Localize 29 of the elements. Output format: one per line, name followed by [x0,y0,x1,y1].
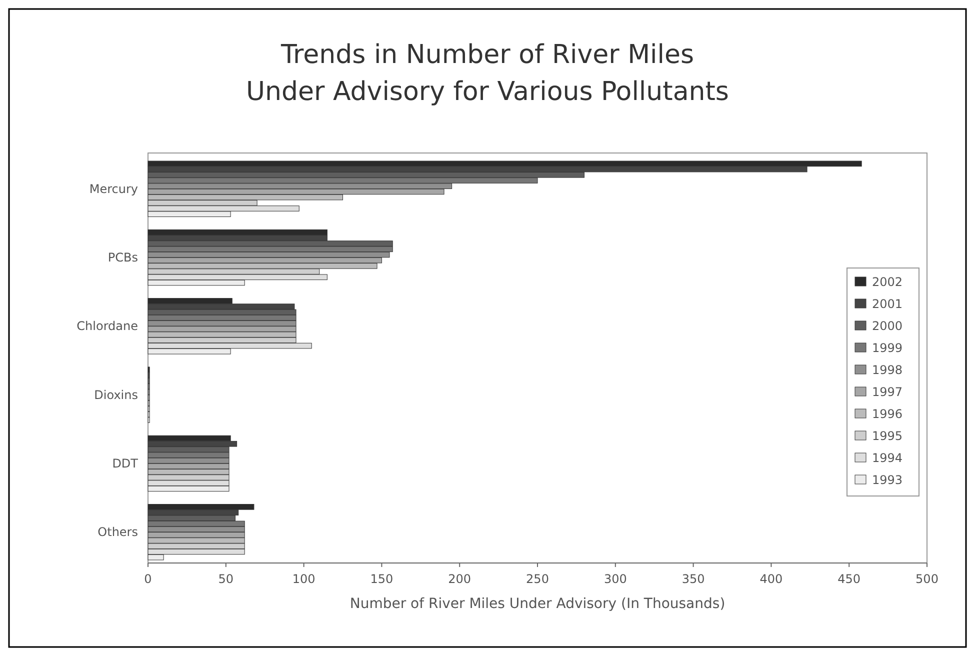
chart-title: Trends in Number of River Miles Under Advisory for Various Pollutants [246,40,729,107]
x-tick-label: 450 [838,572,861,586]
x-tick-label: 200 [448,572,472,586]
x-tick-label: 250 [526,572,549,586]
y-tick-label: PCBs [108,250,138,265]
x-tick-label: 500 [916,572,938,586]
legend-label: 2002 [872,275,903,289]
legend-label: 2001 [872,297,903,311]
y-tick-label: Dioxins [94,388,138,402]
y-tick-label: Others [98,525,138,540]
x-axis-title: Number of River Miles Under Advisory (In Thousands) [350,596,726,612]
x-tick-label: 50 [218,572,234,586]
legend-label: 1998 [872,363,903,377]
y-tick-label: Mercury [89,182,138,196]
legend-label: 1995 [872,429,903,443]
legend-label: 1996 [872,407,903,421]
x-tick-label: 400 [760,572,783,586]
y-tick-label: Chlordane [76,319,138,334]
x-tick-label: 300 [604,572,627,586]
legend-label: 1993 [872,473,903,487]
legend-label: 1997 [872,385,903,399]
legend-label: 2000 [872,319,903,333]
x-tick-label: 100 [292,572,316,586]
legend-label: 1999 [872,341,903,355]
y-tick-label: DDT [112,456,139,470]
x-tick-label: 150 [370,572,394,586]
x-tick-label: 350 [682,572,705,586]
legend-label: 1994 [872,451,903,465]
x-tick-label: 0 [144,572,152,586]
